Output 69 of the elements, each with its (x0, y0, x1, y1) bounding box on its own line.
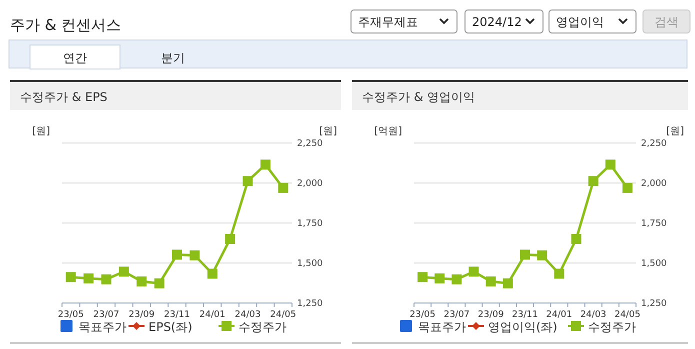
x-tick-label: 23/05 (58, 310, 84, 320)
chart-title: 수정주가 & 영업이익 (362, 90, 475, 104)
text: 영업이익 (556, 15, 604, 29)
point (154, 278, 164, 288)
y-axis-title: [원] (32, 126, 50, 137)
legend-label: 목표주가 (78, 320, 126, 334)
point (118, 266, 129, 277)
point (278, 182, 288, 193)
y2-axis-title: [원] (319, 126, 338, 137)
text: 연간 (63, 51, 87, 65)
point (242, 176, 253, 186)
point (101, 274, 112, 284)
legend-label: 목표주가 (418, 320, 466, 334)
point (434, 273, 445, 284)
y2-tick-label: 1,250 (297, 299, 324, 309)
text: 분기 (161, 51, 185, 65)
legend-label: 영업이익(좌) (488, 320, 558, 334)
x-tick-label: 24/01 (546, 310, 572, 320)
legend-label: EPS(좌) (148, 320, 192, 334)
x-tick-label: 23/09 (478, 310, 504, 320)
legend-label: 수정주가 (588, 320, 636, 334)
x-tick-label: 24/05 (270, 310, 296, 320)
x-tick-label: 23/09 (128, 310, 155, 320)
y2-tick-label: 1,500 (641, 259, 668, 269)
point (136, 276, 147, 286)
chart-title: 수정주가 & EPS (20, 90, 108, 104)
x-tick-label: 24/05 (614, 310, 640, 320)
text: 검색 (654, 15, 678, 29)
point (190, 250, 200, 260)
point (452, 274, 462, 284)
point (418, 272, 428, 282)
y2-axis-title: [원] (666, 126, 684, 137)
point (172, 250, 182, 260)
x-tick-label: 24/01 (199, 310, 226, 320)
x-tick-label: 23/11 (164, 310, 190, 320)
point (502, 278, 513, 288)
x-tick-label: 24/03 (234, 310, 261, 320)
y2-tick-label: 2,250 (297, 139, 324, 149)
legend-label: 수정주가 (238, 320, 286, 334)
point (520, 250, 530, 260)
text: 2024/12 (472, 15, 522, 29)
x-tick-label: 23/05 (410, 310, 436, 320)
point (622, 182, 632, 193)
x-tick-label: 23/07 (93, 310, 120, 320)
point (571, 234, 582, 244)
y2-tick-label: 1,750 (297, 219, 324, 229)
point (588, 176, 598, 186)
x-tick-label: 23/07 (444, 310, 470, 320)
point (84, 273, 94, 284)
point (225, 234, 236, 244)
point (605, 160, 616, 170)
text: 주재무제표 (358, 15, 418, 29)
point (66, 272, 76, 282)
y2-tick-label: 1,500 (297, 259, 324, 269)
y2-tick-label: 1,750 (641, 219, 668, 229)
point (207, 268, 218, 279)
point (486, 276, 496, 286)
point (537, 250, 548, 260)
point (468, 266, 479, 277)
y2-tick-label: 2,250 (641, 139, 668, 149)
text: 주가 & 컨센서스 (10, 16, 122, 34)
x-tick-label: 23/11 (512, 310, 538, 320)
point (260, 160, 270, 170)
point (554, 268, 564, 279)
y2-tick-label: 2,000 (641, 179, 668, 189)
y-axis-title: [억원] (374, 126, 402, 137)
y2-tick-label: 1,250 (641, 299, 668, 309)
x-tick-label: 24/03 (580, 310, 606, 320)
y2-tick-label: 2,000 (297, 179, 324, 189)
